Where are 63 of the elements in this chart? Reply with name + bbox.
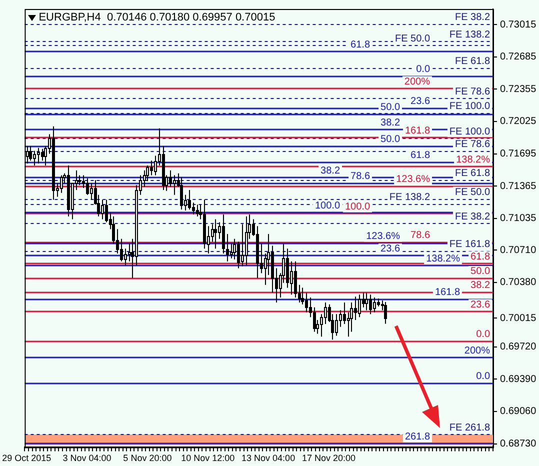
x-tick-label: 17 Nov 20:00: [302, 453, 356, 464]
ref-line-label: FE 78.6: [454, 86, 490, 98]
y-tick-label: 0.70015: [500, 312, 537, 324]
annotation: 50.0: [380, 134, 400, 146]
x-tick-label: 10 Nov 12:00: [181, 453, 235, 464]
annotation: 38.2: [380, 118, 400, 129]
ref-line-label: FE 61.8: [454, 168, 490, 179]
ref-line-label: FE 261.8: [449, 422, 490, 434]
y-tick-label: 0.69720: [500, 342, 537, 353]
y-tick-label: 0.68730: [500, 438, 537, 450]
annotation: 161.8: [404, 125, 430, 136]
ref-line-label: FE 78.6: [454, 139, 490, 150]
x-tick-label: 29 Oct 2015: [2, 453, 52, 464]
x-tick-label: 13 Nov 04:00: [242, 453, 296, 464]
annotation: 38.2: [320, 165, 340, 176]
annotation: 200%: [404, 76, 430, 88]
ref-line-label: FE 100.0: [449, 100, 490, 112]
y-tick-label: 0.72685: [500, 52, 537, 63]
ref-line-label: FE 161.8: [449, 238, 490, 250]
ref-line-label: FE 61.8: [454, 56, 490, 67]
annotation: 0.0: [416, 64, 430, 75]
annotation: 161.8: [434, 286, 460, 298]
ref-line-label: FE 50.0: [394, 33, 430, 44]
chart-title: EURGBP,H4 0.70146 0.70180 0.69957 0.70015: [38, 12, 276, 24]
ref-line-label: FE 100.0: [449, 126, 490, 138]
annotation: 261.8: [404, 432, 430, 443]
x-tick-label: 5 Nov 20:00: [123, 453, 172, 464]
annotation: 138.2%: [456, 154, 490, 166]
annotation: 138.2%: [426, 254, 460, 265]
ref-line-label: FE 50.0: [454, 187, 490, 198]
annotation: 200%: [464, 345, 490, 356]
ref-line-label: FE 138.2: [389, 192, 430, 203]
y-tick-label: 0.73015: [500, 19, 537, 30]
ref-line-label: FE 38.2: [454, 12, 490, 23]
ref-line-label: FE 138.2: [449, 30, 490, 41]
annotation: 61.8: [470, 252, 490, 263]
y-tick-label: 0.71035: [500, 213, 537, 224]
y-tick-label: 0.70710: [500, 244, 537, 256]
y-tick-label: 0.72025: [500, 116, 537, 128]
annotation: 23.6: [380, 244, 400, 255]
y-tick-label: 0.69390: [500, 374, 537, 385]
annotation: 50.0: [470, 266, 490, 278]
annotation: 123.6%: [366, 231, 400, 242]
x-tick-label: 3 Nov 04:00: [62, 453, 112, 464]
annotation: 78.6: [350, 170, 370, 182]
ref-line-label: FE 38.2: [454, 211, 490, 222]
annotation: 38.2: [470, 280, 490, 291]
annotation: 0.0: [476, 370, 490, 382]
annotation: 123.6%: [396, 174, 430, 185]
annotation: 50.0: [380, 102, 400, 113]
annotation: 61.8: [410, 150, 430, 161]
annotation: 61.8: [350, 39, 370, 50]
annotation: 23.6: [410, 96, 430, 108]
y-tick-label: 0.71365: [500, 180, 537, 192]
y-tick-label: 0.70380: [500, 277, 537, 288]
annotation: 23.6: [470, 299, 490, 310]
annotation: 100.0: [314, 200, 340, 212]
y-tick-label: 0.72355: [500, 84, 537, 95]
y-tick-label: 0.71695: [500, 148, 537, 160]
annotation: 0.0: [476, 328, 490, 340]
annotation: 78.6: [410, 230, 430, 242]
annotation: 100.0: [344, 202, 370, 213]
y-tick-label: 0.69060: [500, 406, 537, 418]
